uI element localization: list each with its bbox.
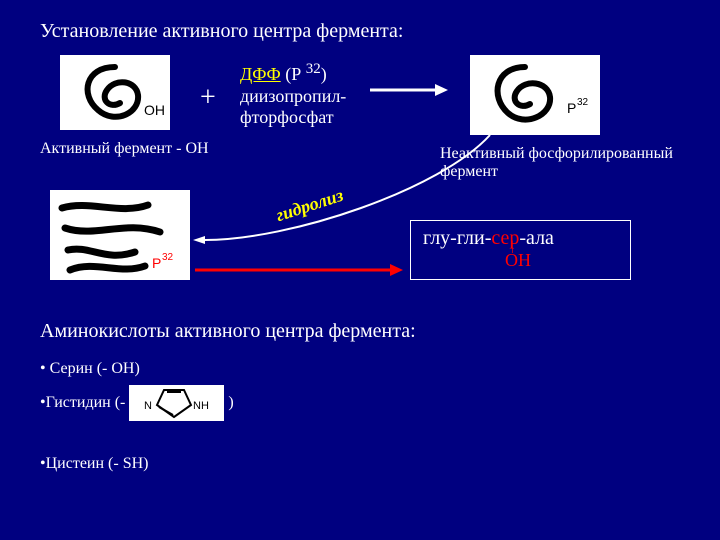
aa-section-title: Аминокислоты активного центра фермента:	[40, 320, 416, 343]
inactive-enzyme-graphic: P 32	[470, 55, 600, 135]
red-arrow-right-icon	[195, 260, 405, 280]
arrow-right-icon	[370, 80, 450, 100]
peptide-oh-label: ОН	[505, 251, 531, 271]
aa-serine-row: • Серин (- ОН)	[40, 360, 140, 378]
aa-histidine-prefix: •Гистидин (-	[40, 394, 125, 412]
plus-symbol: +	[200, 82, 216, 114]
reagent-abbrev: ДФФ	[240, 64, 281, 84]
reagent-line1: ДФФ (Р 32)	[240, 60, 346, 86]
peptide-sequence-box: глу-гли-сер-ала | ОН	[410, 220, 631, 280]
fragment-p32-label: 32	[162, 252, 174, 263]
page-title: Установление активного центра фермента:	[40, 20, 403, 43]
fragment-p-label: P	[152, 255, 161, 271]
enzyme-p-label: P	[567, 100, 576, 116]
reagent-iso-suf: )	[321, 64, 327, 84]
imidazole-nh: NH	[193, 400, 209, 412]
enzyme-oh-label: OH	[144, 102, 165, 118]
aa-cysteine-row: •Цистеин (- SH)	[40, 455, 148, 473]
peptide-part2: -ала	[519, 227, 554, 249]
slide-root: Установление активного центра фермента: …	[0, 0, 720, 540]
imidazole-n1: N	[144, 400, 152, 412]
aa-histidine-suffix: )	[228, 394, 233, 412]
enzyme-p32-label: 32	[577, 97, 589, 108]
aa-histidine-row: •Гистидин (- N NH )	[40, 385, 234, 421]
reagent-iso-pre: (Р	[281, 64, 306, 84]
peptide-serine: сер	[491, 227, 519, 249]
imidazole-graphic: N NH	[129, 385, 224, 421]
peptide-part1: глу-гли-	[423, 227, 491, 249]
reagent-block: ДФФ (Р 32) диизопропил- фторфосфат	[240, 60, 346, 129]
reagent-line3: фторфосфат	[240, 107, 346, 129]
active-enzyme-graphic: OH	[60, 55, 170, 130]
reagent-line2: диизопропил-	[240, 86, 346, 108]
reagent-iso-sup: 32	[306, 61, 321, 77]
hydrolyzed-enzyme-graphic: P 32	[50, 190, 190, 280]
